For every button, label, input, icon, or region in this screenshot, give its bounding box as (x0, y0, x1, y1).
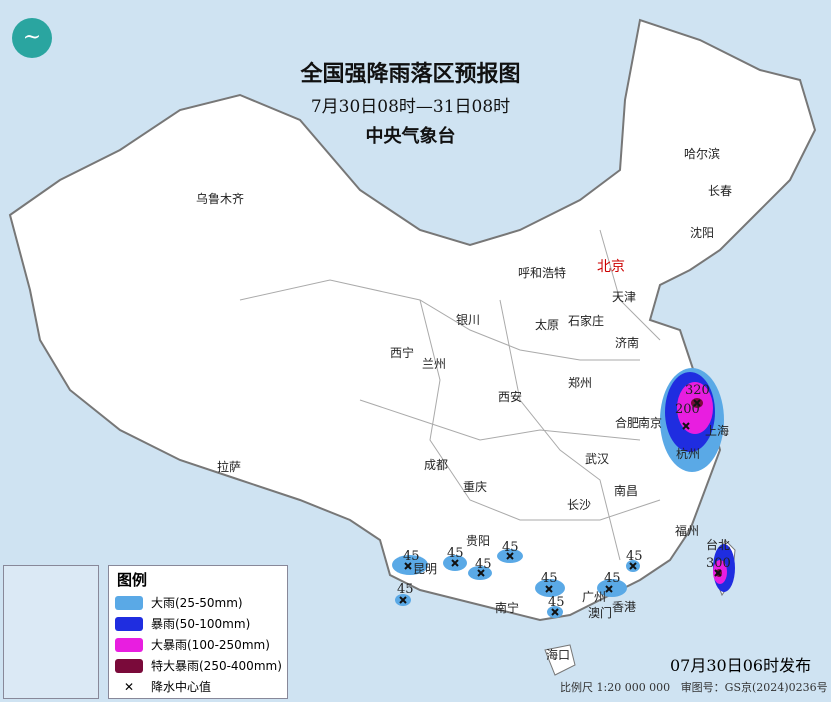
map-title: 全国强降雨落区预报图 (300, 62, 521, 87)
city-label: 广州 (582, 590, 607, 604)
rain-areas (392, 368, 735, 618)
rain-center-value: 45 (604, 571, 621, 586)
city-label: 太原 (535, 318, 560, 332)
south-china-sea-inset (3, 565, 99, 699)
legend-item: 大雨(25-50mm) (109, 592, 287, 613)
city-label: 石家庄 (568, 314, 605, 328)
city-label: 重庆 (463, 480, 488, 494)
city-label: 南京 (638, 416, 663, 430)
legend: 图例 大雨(25-50mm) 暴雨(50-100mm) 大暴雨(100-250mm)… (108, 565, 288, 699)
city-label: 西宁 (390, 346, 415, 360)
scale-and-map-number: 比例尺 1:20 000 000 审图号：GS京(2024)0236号 (560, 679, 828, 695)
city-label: 昆明 (413, 562, 438, 576)
city-label: 呼和浩特 (518, 266, 567, 280)
legend-label: 特大暴雨(250-400mm) (151, 659, 282, 673)
rain-center-value: 45 (403, 549, 420, 564)
city-label: 西安 (498, 390, 523, 404)
city-label: 天津 (612, 290, 637, 304)
legend-label: 大暴雨(100-250mm) (151, 638, 270, 652)
legend-label: 暴雨(50-100mm) (151, 617, 251, 631)
city-label: 武汉 (585, 452, 610, 466)
city-label: 兰州 (422, 357, 447, 371)
city-label: 长春 (708, 184, 733, 198)
rain-center-value: 45 (548, 595, 565, 610)
agency: 中央气象台 (365, 126, 456, 147)
city-label: 福州 (675, 524, 700, 538)
rain-center-value: 45 (541, 571, 558, 586)
city-label: 哈尔滨 (684, 147, 721, 161)
city-label: 长沙 (567, 498, 592, 512)
legend-label: 大雨(25-50mm) (151, 596, 243, 610)
city-label: 上海 (705, 424, 730, 438)
legend-swatch (115, 637, 143, 652)
legend-swatch (115, 595, 143, 610)
issue-time: 07月30日06时发布 (670, 656, 812, 675)
rain-center-value: 45 (502, 540, 519, 555)
legend-label: 降水中心值 (151, 680, 212, 694)
city-label: 海口 (546, 648, 571, 662)
city-label: 台北 (706, 538, 731, 552)
cross-marker-icon: ✕ (123, 679, 135, 694)
city-label: 南昌 (614, 484, 639, 498)
legend-title: 图例 (117, 571, 148, 589)
rain-center-value: 45 (475, 557, 492, 572)
rain-center-value: 200 (675, 402, 700, 417)
legend-item: 暴雨(50-100mm) (109, 613, 287, 634)
rain-center-value: 300 (706, 556, 731, 571)
city-label: 成都 (424, 458, 449, 472)
rain-center-value: 45 (447, 546, 464, 561)
city-label: 香港 (612, 600, 637, 614)
scale: 比例尺 1:20 000 000 (560, 681, 671, 694)
rain-center-value: 320 (685, 383, 710, 398)
city-label: 郑州 (568, 376, 593, 390)
city-label: 沈阳 (690, 226, 715, 240)
city-label: 南宁 (495, 601, 520, 615)
city-label: 拉萨 (217, 460, 242, 474)
city-label: 乌鲁木齐 (196, 192, 245, 206)
legend-swatch (115, 658, 143, 673)
legend-item: 大暴雨(100-250mm) (109, 634, 287, 655)
forecast-period: 7月30日08时—31日08时 (310, 97, 511, 117)
city-label: 澳门 (588, 606, 613, 620)
city-label: 银川 (456, 313, 481, 327)
legend-item: 特大暴雨(250-400mm) (109, 655, 287, 676)
city-label: 贵阳 (466, 534, 491, 548)
cma-logo: ~ (12, 18, 52, 58)
rain-center-markers (399, 399, 722, 616)
city-label: 杭州 (676, 447, 701, 461)
province-borders (239, 229, 661, 561)
legend-swatch (115, 616, 143, 631)
china-landmass (8, 18, 817, 622)
city-label: 北京 (597, 259, 625, 275)
rain-center-value: 45 (626, 549, 643, 564)
city-label: 合肥 (615, 416, 640, 430)
city-label: 济南 (615, 336, 640, 350)
rain-center-value: 45 (397, 582, 414, 597)
hainan (544, 644, 576, 676)
legend-item: ✕ 降水中心值 (109, 676, 287, 697)
map-number: 审图号：GS京(2024)0236号 (680, 681, 828, 694)
